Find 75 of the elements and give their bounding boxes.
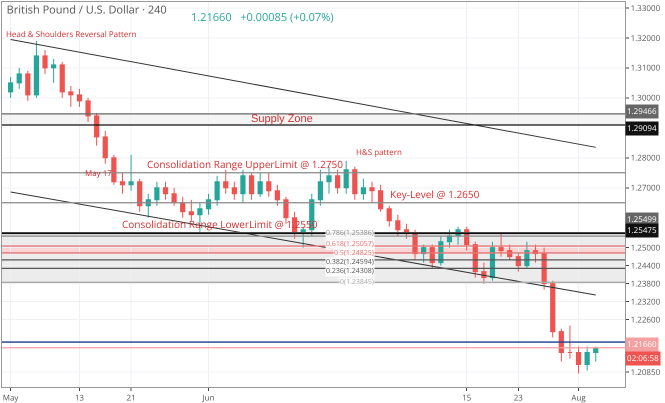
y-tick-label: 1.27000 <box>630 182 661 194</box>
candlestick <box>283 196 289 224</box>
ref-line-label: 1.21660 <box>627 339 657 350</box>
candlestick <box>85 97 91 122</box>
candlestick <box>576 346 582 374</box>
ref-line-label: 1.25475 <box>627 225 657 236</box>
candlestick <box>51 58 56 84</box>
candlestick <box>120 172 126 194</box>
candlestick <box>584 346 590 372</box>
candlestick <box>352 166 358 200</box>
candlestick <box>481 262 486 284</box>
candlestick <box>360 178 366 200</box>
candlestick <box>274 184 280 206</box>
candlestick <box>240 169 246 204</box>
chart-title: British Pound / U.S. Dollar · 240 <box>6 2 167 18</box>
candlestick <box>344 160 349 194</box>
candlestick <box>258 172 263 198</box>
y-tick-label: 1.23200 <box>630 296 661 308</box>
candlestick <box>214 175 220 206</box>
x-tick-label: 13 <box>74 392 84 403</box>
x-tick-label: Aug <box>571 392 586 403</box>
y-tick-label: 1.20850 <box>630 366 661 378</box>
candlestick <box>318 169 323 206</box>
text: 1.21660 +0.00085 (+0.07%) <box>191 10 334 25</box>
candlestick <box>498 232 504 258</box>
candlestick <box>223 169 228 194</box>
candlestick <box>180 196 186 218</box>
annotation: Head & Shoulders Reversal Pattern <box>6 29 137 40</box>
candlestick <box>395 214 400 236</box>
text: 02:06:58 <box>627 353 660 364</box>
candlestick <box>102 130 108 164</box>
y-tick-label: 1.22600 <box>630 314 661 326</box>
ref-line-label: Key-Level @ 1.2650 <box>390 187 480 201</box>
x-tick-label: May <box>2 392 20 403</box>
candlestick <box>162 181 168 200</box>
x-tick-label: 21 <box>126 392 136 403</box>
candlestick <box>386 205 392 228</box>
candlestick <box>266 172 272 198</box>
candlestick <box>25 70 30 102</box>
candlestick <box>369 181 375 204</box>
band-label: Supply Zone <box>251 113 313 125</box>
candlestick <box>60 61 65 98</box>
candlestick <box>248 172 254 200</box>
y-tick-label: 1.28000 <box>630 152 661 164</box>
candlestick <box>154 181 160 206</box>
candlestick <box>8 76 14 98</box>
y-tick-label: 1.33000 <box>630 2 661 14</box>
candlestick <box>334 169 340 194</box>
candlestick <box>16 67 22 90</box>
y-tick-label: 1.24400 <box>630 260 661 272</box>
ref-line-label: 1.29466 <box>627 106 657 117</box>
candlestick <box>188 199 194 222</box>
y-tick-label: 1.23800 <box>630 278 661 290</box>
candlestick <box>42 49 48 74</box>
y-tick-label: 1.25000 <box>630 242 661 254</box>
ref-line-label: 1.25499 <box>627 214 657 225</box>
candlestick <box>111 154 116 186</box>
candlestick <box>567 325 573 360</box>
ref-line-label: 1.29094 <box>627 123 657 134</box>
y-tick-label: 1.32000 <box>630 32 661 44</box>
candlestick <box>76 88 82 108</box>
x-tick-label: 23 <box>514 392 524 403</box>
candlestick <box>68 85 74 108</box>
y-tick-label: 1.31000 <box>630 62 661 74</box>
ref-line-label: Consolidation Range UpperLimit @ 1.2750 <box>147 157 344 171</box>
candlestick <box>232 181 237 200</box>
candlestick <box>34 40 40 98</box>
y-tick-label: 1.30000 <box>630 92 661 104</box>
candlestick <box>550 280 556 338</box>
candlestick <box>128 154 134 192</box>
candlestick <box>137 178 142 212</box>
x-tick-label: Jun <box>202 392 215 403</box>
candlestick <box>94 112 100 146</box>
annotation: H&S pattern <box>356 147 402 158</box>
x-tick-label: 15 <box>462 392 472 403</box>
